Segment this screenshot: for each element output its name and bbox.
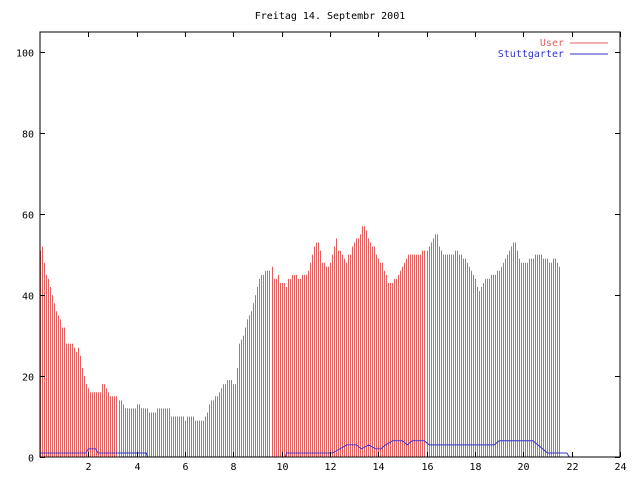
x-tick-label: 18 [469,462,481,473]
legend-entry-stuttgarter: Stuttgarter [498,49,608,60]
x-tick-label: 2 [85,462,91,473]
y-tick-label: 80 [22,130,34,141]
y-tick-label: 20 [22,373,34,384]
x-tick-label: 4 [134,462,140,473]
x-tick-label: 6 [182,462,188,473]
y-tick-label: 40 [22,292,34,303]
user-bars [40,226,560,457]
x-tick-label: 24 [614,462,626,473]
x-tick-label: 10 [276,462,288,473]
x-tick-label: 12 [324,462,336,473]
x-tick-label: 20 [517,462,529,473]
legend: User Stuttgarter [498,38,608,60]
x-tick-label: 14 [372,462,384,473]
x-tick-label: 16 [421,462,433,473]
y-axis: 0 20 40 60 80 100 [16,49,620,465]
stuttgarter-series-line [40,440,620,458]
stuttgarter-line [40,440,620,458]
y-tick-label: 0 [28,454,34,465]
legend-label-stuttgarter: Stuttgarter [498,49,564,60]
x-tick-label: 8 [230,462,236,473]
x-axis: 2 4 6 8 10 12 14 16 18 20 22 24 [85,32,627,473]
chart-title: Freitag 14. Septembr 2001 [255,11,406,22]
x-tick-label: 22 [566,462,578,473]
legend-entry-user: User [540,38,608,49]
y-tick-label: 60 [22,211,34,222]
legend-label-user: User [540,38,564,49]
y-tick-label: 100 [16,49,34,60]
